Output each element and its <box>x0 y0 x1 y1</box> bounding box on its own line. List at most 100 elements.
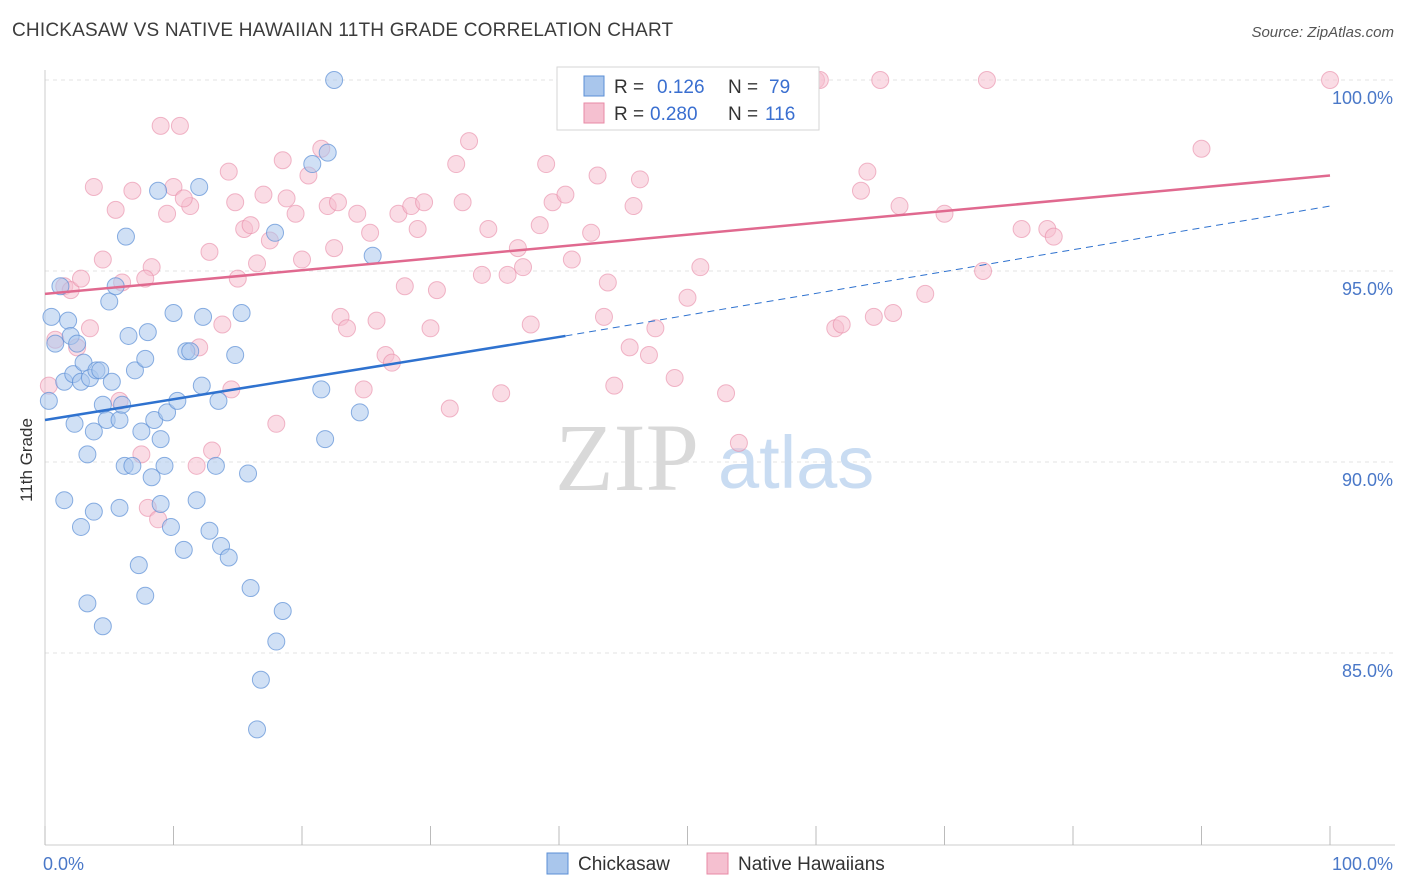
data-point-chickasaw <box>219 548 238 567</box>
legend-n-label-2: N = <box>728 104 758 125</box>
data-point-chickasaw <box>110 498 129 517</box>
data-point-native-hawaiians <box>415 193 434 212</box>
data-point-native-hawaiians <box>858 162 877 181</box>
data-point-native-hawaiians <box>594 307 613 326</box>
axes <box>44 70 1395 846</box>
data-point-native-hawaiians <box>248 254 267 273</box>
y-tick-label: 90.0% <box>1342 470 1393 490</box>
data-point-native-hawaiians <box>598 273 617 292</box>
data-point-native-hawaiians <box>447 155 466 174</box>
data-point-chickasaw <box>312 380 331 399</box>
bottom-legend: Chickasaw Native Hawaiians <box>546 852 885 875</box>
data-point-native-hawaiians <box>521 315 540 334</box>
data-point-chickasaw <box>158 403 177 422</box>
data-point-native-hawaiians <box>395 277 414 296</box>
data-point-native-hawaiians <box>421 319 440 338</box>
data-point-native-hawaiians <box>620 338 639 357</box>
data-point-native-hawaiians <box>361 223 380 242</box>
data-point-native-hawaiians <box>408 219 427 238</box>
data-point-chickasaw <box>155 456 174 475</box>
data-point-native-hawaiians <box>219 162 238 181</box>
data-point-native-hawaiians <box>472 265 491 284</box>
y-tick-labels: 85.0% 90.0% 95.0% 100.0% <box>1332 88 1393 681</box>
data-point-native-hawaiians <box>832 315 851 334</box>
data-point-native-hawaiians <box>39 376 58 395</box>
data-point-chickasaw <box>194 307 213 326</box>
bottom-legend-native-hawaiians: Native Hawaiians <box>738 854 885 875</box>
data-point-native-hawaiians <box>273 151 292 170</box>
legend-r-value-1: 0.126 <box>657 77 705 98</box>
data-point-native-hawaiians <box>630 170 649 189</box>
data-point-native-hawaiians <box>80 319 99 338</box>
data-point-chickasaw <box>84 422 103 441</box>
data-point-native-hawaiians <box>203 441 222 460</box>
data-point-chickasaw <box>303 155 322 174</box>
data-point-native-hawaiians <box>226 193 245 212</box>
data-point-native-hawaiians <box>1044 227 1063 246</box>
data-point-native-hawaiians <box>453 193 472 212</box>
series-chickasaw <box>39 71 575 739</box>
data-point-native-hawaiians <box>228 269 247 288</box>
legend-swatch-blue <box>583 75 605 97</box>
data-point-native-hawaiians <box>729 433 748 452</box>
data-point-native-hawaiians <box>136 269 155 288</box>
y-tick-label: 95.0% <box>1342 279 1393 299</box>
legend-n-value-1: 79 <box>769 77 790 98</box>
data-point-chickasaw <box>39 391 58 410</box>
data-point-chickasaw <box>125 361 144 380</box>
data-point-chickasaw <box>110 410 129 429</box>
data-point-chickasaw <box>267 632 286 651</box>
trend-line-chickasaw <box>44 334 566 422</box>
data-point-chickasaw <box>187 491 206 510</box>
data-point-chickasaw <box>190 177 209 196</box>
data-point-native-hawaiians <box>367 311 386 330</box>
data-point-native-hawaiians <box>354 380 373 399</box>
data-point-chickasaw <box>363 246 382 265</box>
data-point-native-hawaiians <box>864 307 883 326</box>
data-point-chickasaw <box>51 277 70 296</box>
data-point-chickasaw <box>116 227 135 246</box>
data-point-chickasaw <box>100 292 119 311</box>
data-point-chickasaw <box>251 670 270 689</box>
data-point-native-hawaiians <box>460 132 479 151</box>
data-point-native-hawaiians <box>639 346 658 365</box>
legend-n-label-1: N = <box>728 77 758 98</box>
data-point-native-hawaiians <box>890 197 909 216</box>
data-point-chickasaw <box>161 517 180 536</box>
data-point-native-hawaiians <box>678 288 697 307</box>
source-label: Source: ZipAtlas.com <box>1251 24 1394 41</box>
legend-r-value-2: 0.280 <box>650 104 698 125</box>
data-point-native-hawaiians <box>123 181 142 200</box>
data-point-native-hawaiians <box>151 116 170 135</box>
data-point-native-hawaiians <box>508 239 527 258</box>
data-point-native-hawaiians <box>562 250 581 269</box>
watermark: ZIP atlas <box>555 404 874 511</box>
data-point-chickasaw <box>232 304 251 323</box>
data-point-native-hawaiians <box>170 116 189 135</box>
legend: R = 0.126 N = 79 R = 0.280 N = 116 <box>556 66 820 131</box>
data-point-native-hawaiians <box>267 414 286 433</box>
data-point-chickasaw <box>149 181 168 200</box>
data-point-native-hawaiians <box>717 384 736 403</box>
data-point-native-hawaiians <box>624 197 643 216</box>
data-point-chickasaw <box>318 143 337 162</box>
bottom-legend-chickasaw: Chickasaw <box>578 854 670 875</box>
data-point-chickasaw <box>239 464 258 483</box>
trend-lines <box>44 174 1331 422</box>
legend-n-value-2: 116 <box>765 104 795 125</box>
data-point-native-hawaiians <box>254 185 273 204</box>
data-point-native-hawaiians <box>213 315 232 334</box>
x-tick-label: 0.0% <box>43 854 84 874</box>
data-point-native-hawaiians <box>605 376 624 395</box>
grid-lines <box>45 79 1395 654</box>
data-point-chickasaw <box>84 502 103 521</box>
data-point-chickasaw <box>71 517 90 536</box>
data-point-chickasaw <box>325 71 344 89</box>
data-point-native-hawaiians <box>93 250 112 269</box>
data-point-native-hawaiians <box>187 456 206 475</box>
data-point-native-hawaiians <box>328 193 347 212</box>
data-point-native-hawaiians <box>916 284 935 303</box>
data-point-native-hawaiians <box>1321 71 1339 89</box>
trend-line-native-hawaiians <box>44 174 1331 296</box>
data-point-native-hawaiians <box>582 223 601 242</box>
